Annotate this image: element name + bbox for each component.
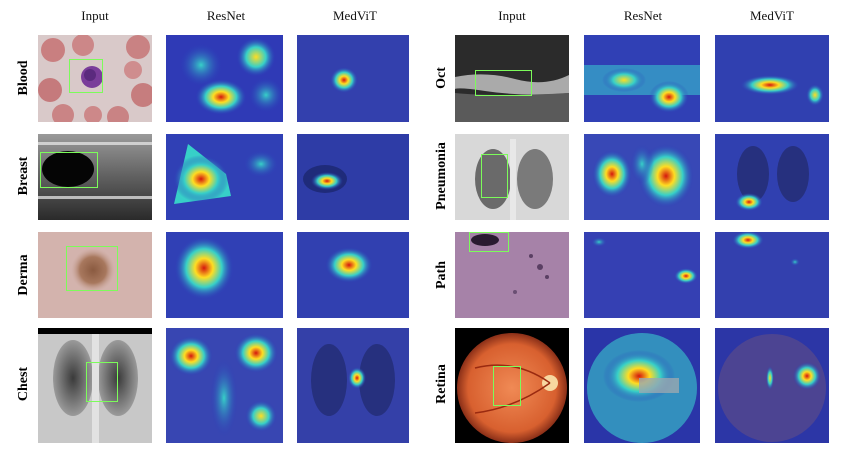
pneumonia-medvit-heatmap — [715, 134, 829, 220]
oct-medvit-heatmap — [715, 35, 829, 122]
blood-medvit-heatmap — [297, 35, 409, 122]
blood-resnet-heatmap — [166, 35, 283, 122]
retina-resnet-heatmap — [584, 328, 700, 443]
oct-resnet-heatmap — [584, 35, 700, 122]
path-resnet-heatmap — [584, 232, 700, 318]
row-label-breast: Breast — [16, 156, 31, 196]
row-label-retina: Retina — [434, 364, 449, 404]
row-label-path: Path — [434, 261, 449, 289]
retina-input-image — [455, 328, 569, 443]
header-input-left: Input — [81, 8, 109, 23]
header-medvit-right: MedViT — [750, 8, 794, 23]
derma-roi-box — [66, 246, 118, 291]
oct-roi-box — [475, 70, 532, 96]
row-label-blood: Blood — [16, 60, 31, 96]
path-input-image — [455, 232, 569, 318]
header-resnet-right: ResNet — [623, 8, 663, 23]
pneumonia-input-image — [455, 134, 569, 220]
header-resnet-left: ResNet — [206, 8, 246, 23]
derma-input-image — [38, 232, 152, 318]
row-label-chest: Chest — [16, 366, 31, 402]
path-medvit-heatmap — [715, 232, 829, 318]
breast-input-image — [38, 134, 152, 220]
chest-roi-box — [86, 362, 118, 402]
path-roi-box — [469, 232, 509, 252]
row-label-pneumonia: Pneumonia — [434, 142, 449, 210]
retina-roi-box — [493, 366, 521, 406]
breast-medvit-heatmap — [297, 134, 409, 220]
row-label-oct: Oct — [434, 67, 449, 89]
derma-resnet-heatmap — [166, 232, 283, 318]
blood-roi-box — [69, 59, 103, 93]
chest-input-image — [38, 328, 152, 443]
blood-input-image — [38, 35, 152, 122]
pneumonia-roi-box — [481, 154, 508, 198]
breast-resnet-heatmap — [166, 134, 283, 220]
row-label-derma: Derma — [16, 254, 31, 296]
chest-resnet-heatmap — [166, 328, 283, 443]
derma-medvit-heatmap — [297, 232, 409, 318]
oct-input-image — [455, 35, 569, 122]
header-input-right: Input — [498, 8, 526, 23]
chest-medvit-heatmap — [297, 328, 409, 443]
header-medvit-left: MedViT — [333, 8, 377, 23]
retina-medvit-heatmap — [715, 328, 829, 443]
pneumonia-resnet-heatmap — [584, 134, 700, 220]
breast-roi-box — [40, 152, 98, 188]
